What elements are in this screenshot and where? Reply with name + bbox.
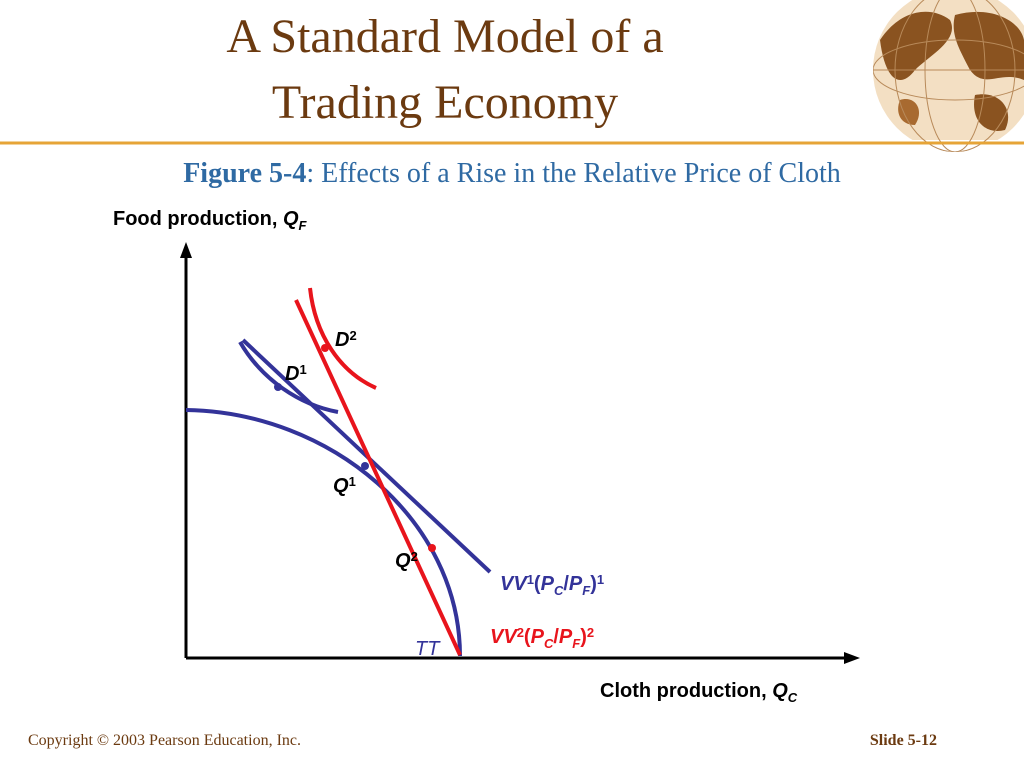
title-line: A Standard Model of a [226, 10, 663, 63]
label-part: Q [283, 208, 299, 230]
label-part: D [285, 363, 299, 385]
point-q2 [428, 544, 436, 552]
label-part: F [572, 636, 581, 651]
label-part: / [553, 626, 559, 648]
label-part: P [569, 573, 583, 595]
label-part: VV [500, 573, 528, 595]
label-vv2: VV2(PC/PF)2 [490, 625, 594, 651]
figure-number: Figure 5-4 [183, 158, 306, 189]
label-part: Cloth production, [600, 680, 772, 702]
label-part: C [544, 636, 554, 651]
label-part: P [541, 573, 555, 595]
y-arrow [180, 242, 192, 258]
label-part: 1 [597, 572, 604, 587]
label-tt: TT [415, 638, 441, 660]
label-part: F [582, 583, 591, 598]
label-part: ( [524, 626, 531, 648]
point-d1 [274, 383, 282, 391]
label-part: P [531, 626, 545, 648]
figure-caption: Figure 5-4: Effects of a Rise in the Rel… [183, 158, 841, 189]
tt-curve [185, 408, 462, 657]
globe-icon [873, 0, 1024, 152]
label-part: 2 [411, 549, 418, 564]
label-part: C [788, 690, 798, 705]
label-part: ) [590, 573, 597, 595]
label-part: / [563, 573, 569, 595]
label-q2: Q2 [395, 549, 418, 572]
label-d2: D2 [335, 328, 357, 351]
x-arrow [844, 652, 860, 664]
x-axis-label: Cloth production, QC [600, 680, 798, 705]
label-part: 2 [349, 328, 356, 343]
label-part: 1 [299, 362, 306, 377]
axes [184, 252, 850, 660]
indifference-curve-1 [238, 340, 339, 414]
label-part: 2 [517, 625, 524, 640]
label-q1: Q1 [333, 474, 356, 497]
label-part: 2 [587, 625, 594, 640]
label-part: 1 [349, 474, 356, 489]
slide-number: Slide 5-12 [870, 732, 937, 749]
copyright: Copyright © 2003 Pearson Education, Inc. [28, 732, 301, 749]
label-part: ) [580, 626, 587, 648]
caption-text: : Effects of a Rise in the Relative Pric… [306, 158, 840, 189]
label-part: Q [772, 680, 788, 702]
label-part: Q [395, 550, 411, 572]
label-vv1: VV1(PC/PF)1 [500, 572, 604, 598]
y-axis-label: Food production, QF [113, 208, 308, 233]
label-part: 1 [527, 572, 534, 587]
label-part: Q [333, 475, 349, 497]
label-part: C [554, 583, 564, 598]
point-d2 [321, 344, 329, 352]
label-part: VV [490, 626, 518, 648]
label-part: Food production, [113, 208, 283, 230]
label-part: D [335, 329, 349, 351]
label-part: ( [534, 573, 541, 595]
vv2-line [294, 299, 462, 656]
point-q1 [361, 462, 369, 470]
title-line: Trading Economy [272, 76, 618, 129]
indifference-curve-2 [308, 287, 377, 390]
label-part: F [299, 218, 308, 233]
label-part: P [559, 626, 573, 648]
label-d1: D1 [285, 362, 307, 385]
